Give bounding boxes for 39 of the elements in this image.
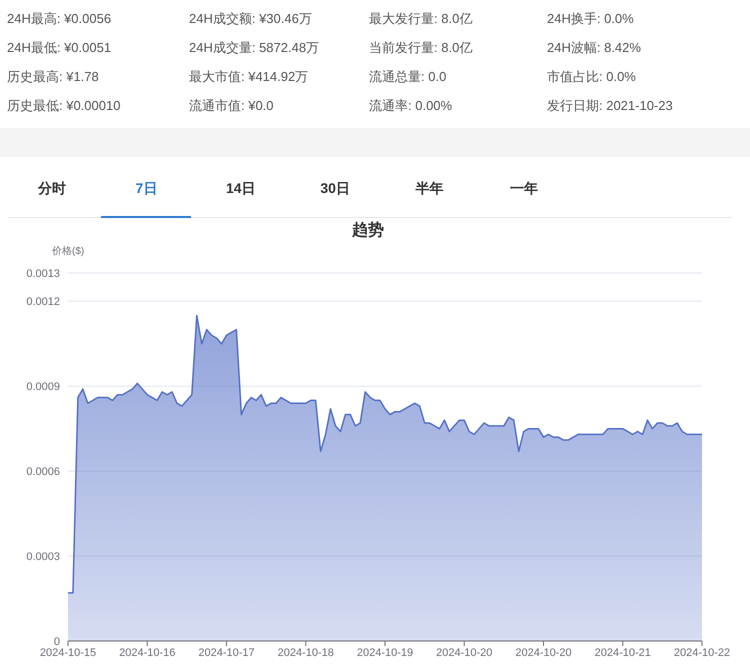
text: 最大发行量: 8.0亿 xyxy=(369,11,472,26)
text: 一年 xyxy=(510,180,538,196)
x-tick-label: 2024-10-20 xyxy=(515,646,572,659)
text: 半年 xyxy=(416,180,444,196)
text: 24H换手: 0.0% xyxy=(547,11,634,26)
text: 14日 xyxy=(226,180,256,196)
y-tick-label: 0.0009 xyxy=(26,381,60,394)
text: 24H波幅: 8.42% xyxy=(547,40,641,55)
x-tick-label: 2024-10-17 xyxy=(198,646,255,659)
y-tick-label: 0.0012 xyxy=(26,296,60,308)
x-tick-label: 2024-10-16 xyxy=(119,646,176,659)
text: 7日 xyxy=(135,180,158,196)
x-tick-label: 2024-10-15 xyxy=(40,646,96,659)
x-tick-label: 2024-10-20 xyxy=(436,646,492,659)
text: 分时 xyxy=(38,180,66,196)
text: 市值占比: 0.0% xyxy=(547,69,636,84)
x-tick-label: 2024-10-19 xyxy=(356,646,414,659)
y-tick-label: 0.0006 xyxy=(26,466,60,478)
y-tick-label: 0 xyxy=(54,636,60,648)
y-tick-label: 0.0003 xyxy=(26,550,60,563)
text: 发行日期: 2021-10-23 xyxy=(547,98,673,113)
y-tick-label: 0.0013 xyxy=(26,268,60,280)
text: 30日 xyxy=(320,180,350,196)
chart-title: 趋势 xyxy=(352,222,384,239)
x-tick-label: 2024-10-18 xyxy=(278,646,334,659)
text: 流通总量: 0.0 xyxy=(369,69,446,84)
text: 流通率: 0.00% xyxy=(369,98,452,113)
x-tick-label: 2024-10-21 xyxy=(594,646,651,659)
text: 当前发行量: 8.0亿 xyxy=(369,40,472,55)
text: 流通市值: ¥0.0 xyxy=(189,98,274,113)
text: 24H成交额: ¥30.46万 xyxy=(189,11,312,26)
x-tick-label: 2024-10-22 xyxy=(674,646,730,659)
text: 24H最高: ¥0.0056 xyxy=(7,11,112,26)
text: 最大市值: ¥414.92万 xyxy=(189,69,308,84)
text: 历史最高: ¥1.78 xyxy=(7,69,99,84)
text: 24H成交量: 5872.48万 xyxy=(189,40,320,55)
text: 24H最低: ¥0.0051 xyxy=(7,40,112,55)
y-axis-title: 价格($) xyxy=(52,246,84,257)
text: 历史最低: ¥0.00010 xyxy=(7,98,120,113)
